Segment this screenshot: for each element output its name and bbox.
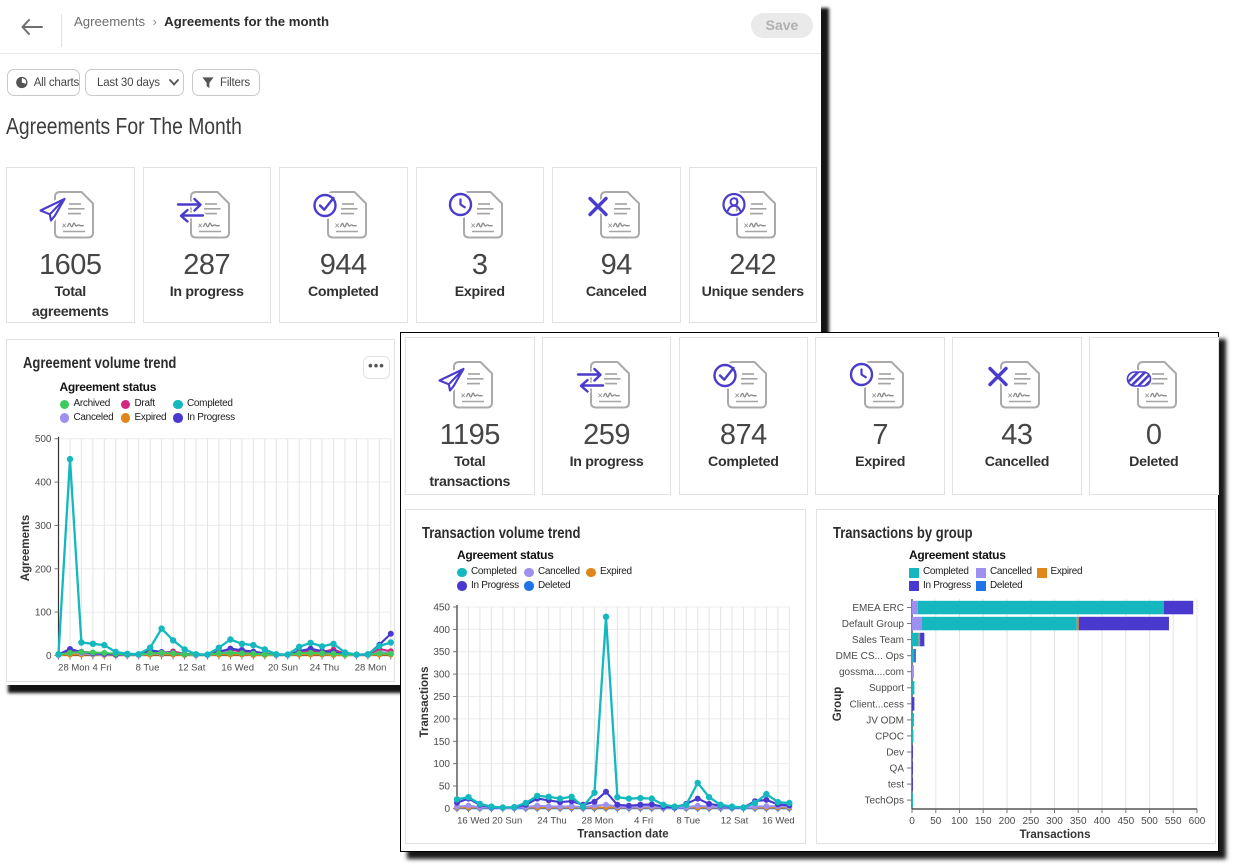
svg-text:600: 600 bbox=[1189, 816, 1206, 827]
svg-text:16 Wed: 16 Wed bbox=[762, 815, 795, 826]
svg-text:Group: Group bbox=[832, 687, 844, 722]
svg-text:350: 350 bbox=[1070, 816, 1087, 827]
svg-text:Support: Support bbox=[869, 683, 904, 694]
svg-text:0: 0 bbox=[444, 804, 450, 815]
svg-text:4 Fri: 4 Fri bbox=[93, 663, 112, 674]
svg-text:200: 200 bbox=[35, 564, 52, 575]
svg-text:150: 150 bbox=[975, 816, 992, 827]
svg-text:8 Tue: 8 Tue bbox=[136, 663, 160, 674]
svg-text:Agreements: Agreements bbox=[20, 515, 32, 581]
svg-text:300: 300 bbox=[35, 521, 52, 532]
svg-text:TechOps: TechOps bbox=[865, 796, 904, 807]
svg-text:250: 250 bbox=[433, 692, 450, 703]
svg-text:24 Thu: 24 Thu bbox=[537, 815, 566, 826]
svg-text:Dev: Dev bbox=[886, 748, 904, 759]
svg-text:250: 250 bbox=[1022, 816, 1039, 827]
svg-text:450: 450 bbox=[1117, 816, 1134, 827]
svg-text:DME CS... Ops: DME CS... Ops bbox=[836, 651, 904, 662]
svg-text:4 Fri: 4 Fri bbox=[634, 815, 653, 826]
svg-text:400: 400 bbox=[1094, 816, 1111, 827]
svg-text:300: 300 bbox=[1046, 816, 1063, 827]
svg-text:300: 300 bbox=[433, 670, 450, 681]
svg-text:20 Sun: 20 Sun bbox=[492, 815, 522, 826]
svg-text:500: 500 bbox=[35, 434, 52, 445]
svg-text:50: 50 bbox=[439, 782, 451, 793]
svg-text:200: 200 bbox=[433, 714, 450, 725]
svg-text:gossma....com: gossma....com bbox=[839, 667, 904, 678]
svg-text:8 Tue: 8 Tue bbox=[676, 815, 700, 826]
svg-text:CPOC: CPOC bbox=[875, 731, 904, 742]
svg-text:50: 50 bbox=[930, 816, 942, 827]
svg-text:test: test bbox=[888, 780, 904, 791]
svg-text:500: 500 bbox=[1141, 816, 1158, 827]
svg-text:20 Sun: 20 Sun bbox=[268, 663, 298, 674]
svg-text:Sales Team: Sales Team bbox=[852, 635, 904, 646]
svg-text:28 Mon: 28 Mon bbox=[58, 663, 90, 674]
svg-text:400: 400 bbox=[433, 625, 450, 636]
svg-text:400: 400 bbox=[35, 478, 52, 489]
svg-text:0: 0 bbox=[46, 651, 52, 662]
svg-text:12 Sat: 12 Sat bbox=[178, 663, 206, 674]
svg-text:350: 350 bbox=[433, 647, 450, 658]
svg-text:16 Wed: 16 Wed bbox=[457, 815, 490, 826]
svg-text:0: 0 bbox=[909, 816, 915, 827]
svg-text:QA: QA bbox=[890, 764, 905, 775]
svg-text:550: 550 bbox=[1165, 816, 1182, 827]
svg-text:200: 200 bbox=[999, 816, 1016, 827]
svg-text:150: 150 bbox=[433, 737, 450, 748]
svg-text:Transaction date: Transaction date bbox=[577, 828, 668, 840]
svg-text:Transactions: Transactions bbox=[1020, 829, 1091, 841]
svg-text:450: 450 bbox=[433, 603, 450, 614]
svg-text:24 Thu: 24 Thu bbox=[310, 663, 339, 674]
svg-text:Transactions: Transactions bbox=[419, 667, 431, 738]
svg-text:16 Wed: 16 Wed bbox=[221, 663, 254, 674]
svg-text:28 Mon: 28 Mon bbox=[355, 663, 387, 674]
svg-text:Default Group: Default Group bbox=[842, 619, 905, 630]
svg-text:12 Sat: 12 Sat bbox=[721, 815, 749, 826]
svg-text:Client...cess: Client...cess bbox=[850, 699, 904, 710]
svg-text:EMEA ERC: EMEA ERC bbox=[852, 603, 904, 614]
svg-text:28 Mon: 28 Mon bbox=[582, 815, 614, 826]
svg-text:100: 100 bbox=[35, 608, 52, 619]
svg-text:JV ODM: JV ODM bbox=[866, 715, 904, 726]
svg-text:100: 100 bbox=[951, 816, 968, 827]
svg-text:100: 100 bbox=[433, 759, 450, 770]
